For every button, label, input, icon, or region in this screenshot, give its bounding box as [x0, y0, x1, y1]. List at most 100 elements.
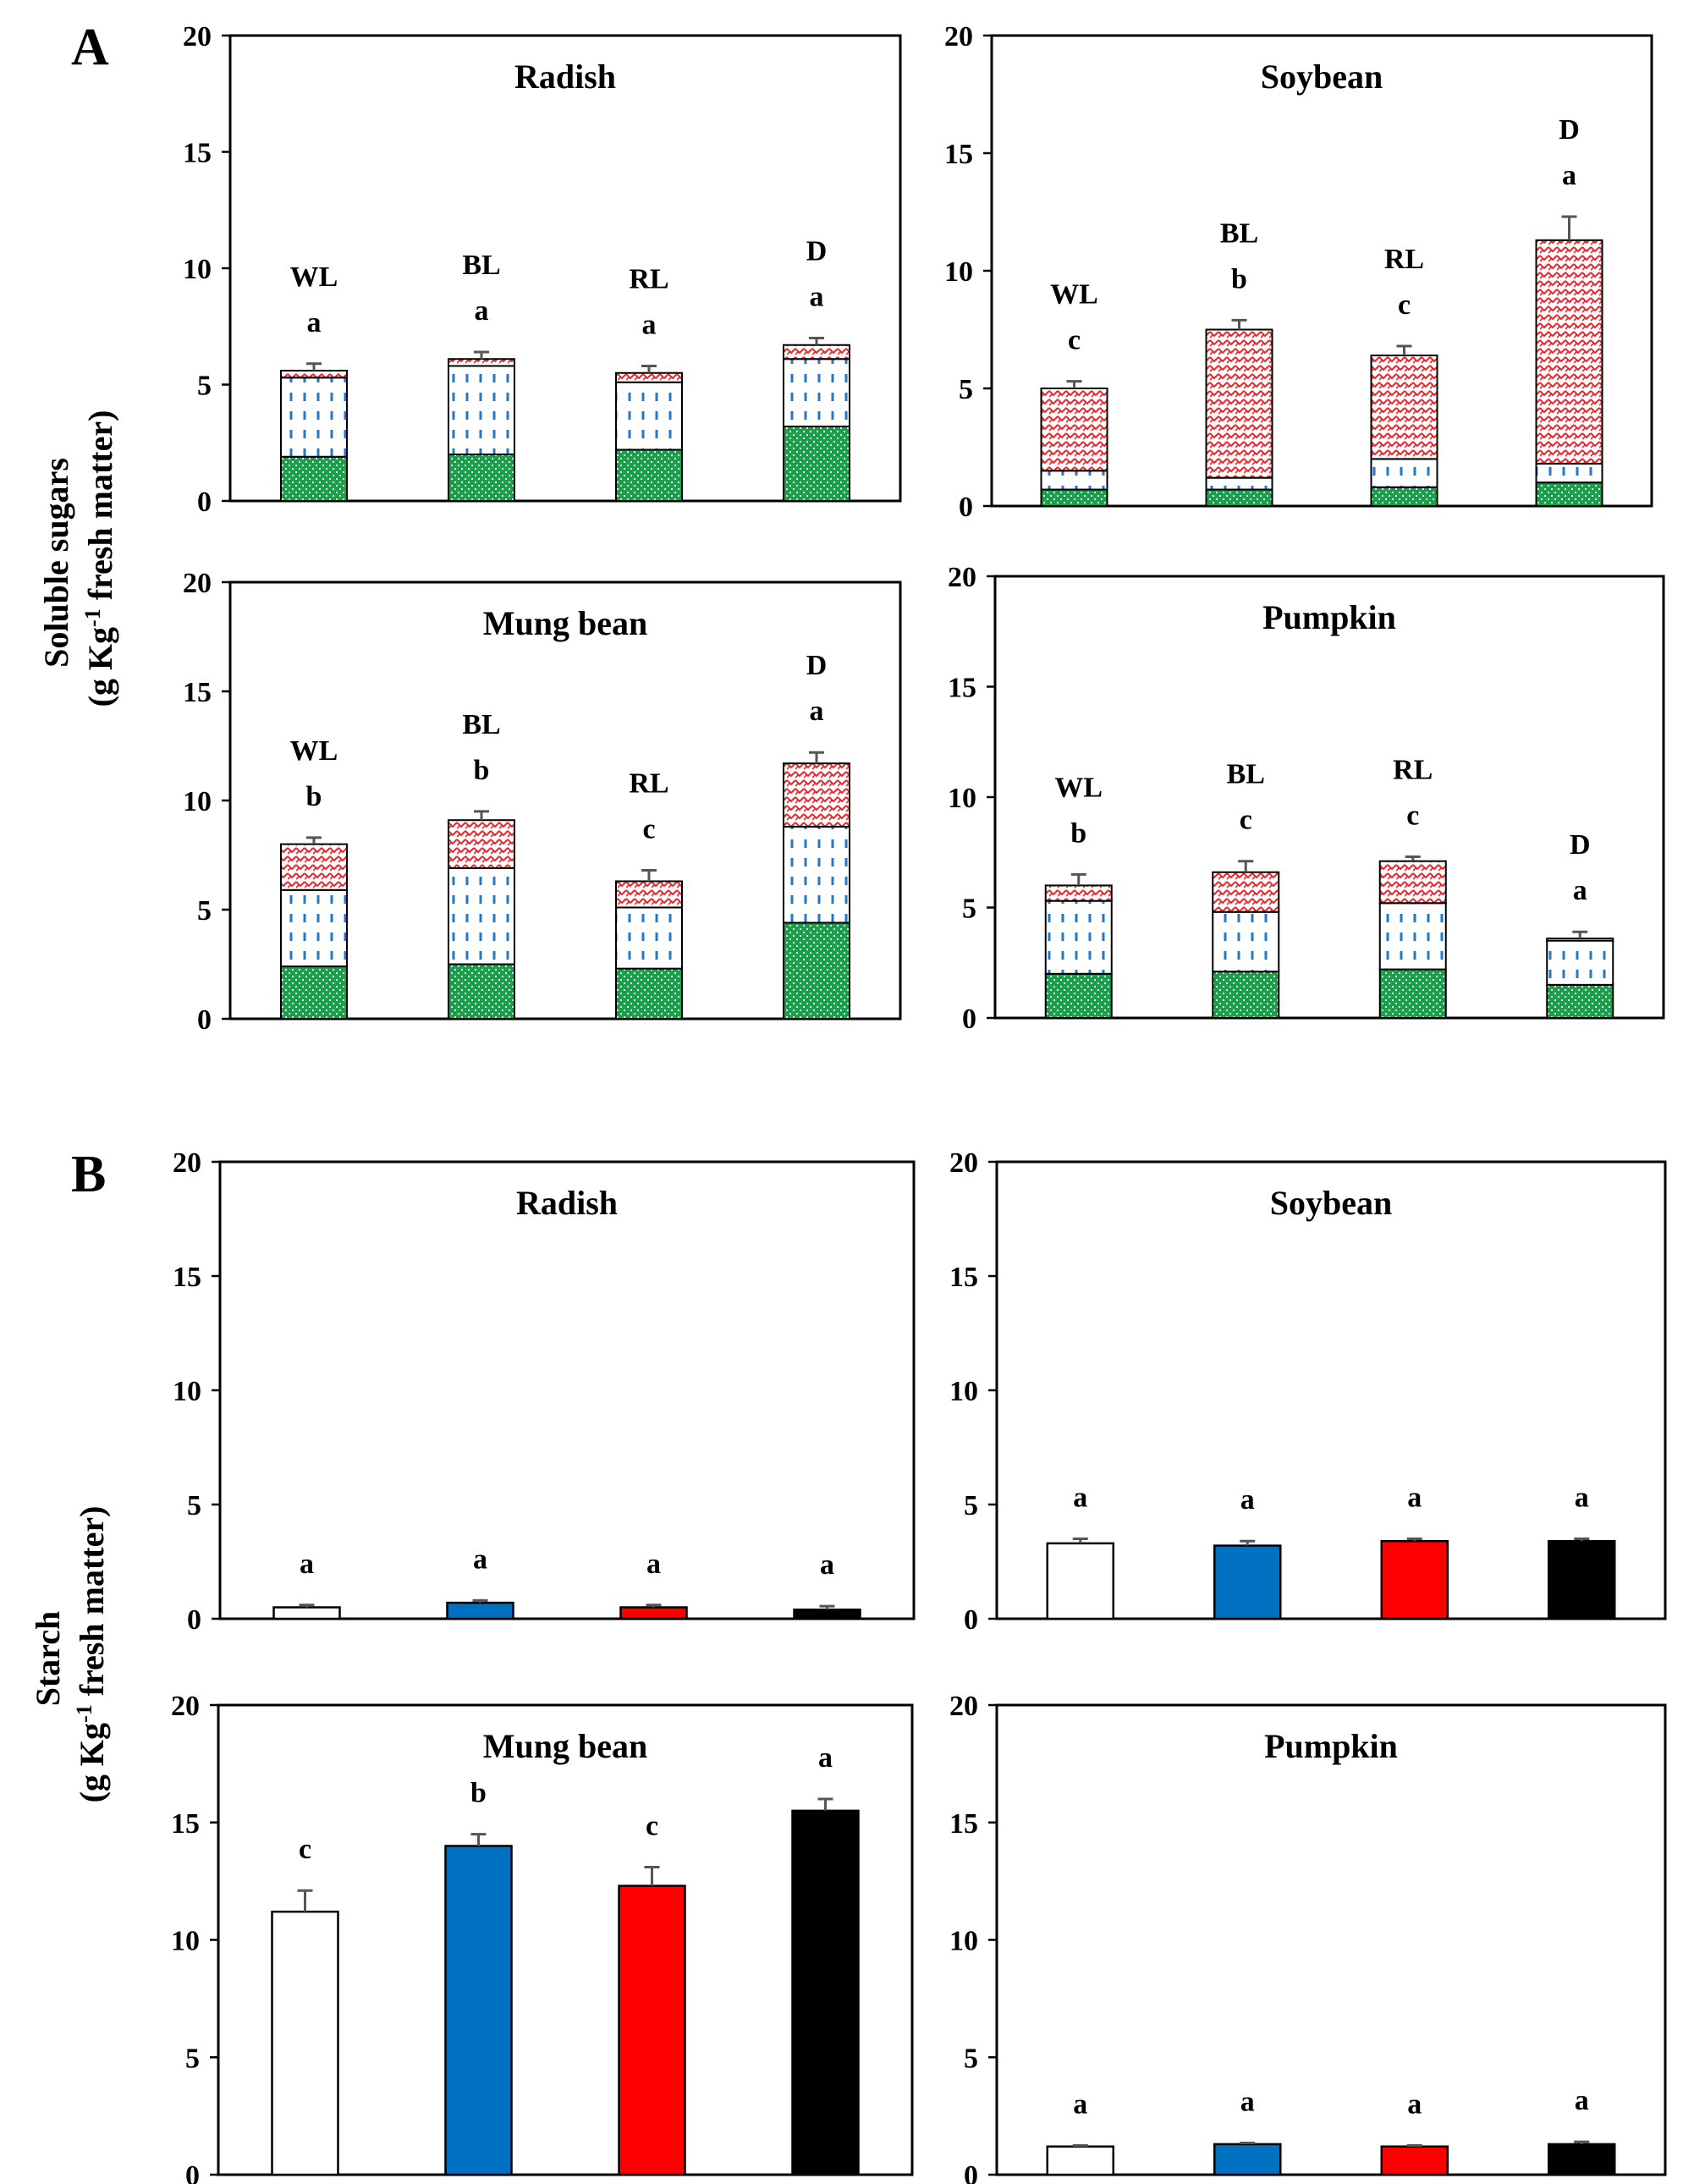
- b-radish-bar-d: [793, 1608, 861, 1620]
- b-soybean-bar-rl: [1380, 1539, 1449, 1620]
- y-axis-label-sugars-line1: Soluble sugars: [37, 458, 75, 668]
- a-soybean-letter-rl: c: [1398, 289, 1411, 321]
- a-radish-red-segment-rl: [615, 371, 683, 383]
- a-mungbean-ytick-label: 20: [183, 568, 212, 599]
- b-pumpkin-letter-wl: a: [1073, 2088, 1087, 2120]
- a-radish-red-segment-d: [783, 344, 850, 360]
- a-soybean-ytick-label: 5: [959, 374, 973, 405]
- b-soybean-ytick-label: 10: [949, 1376, 978, 1407]
- b-radish-ytick-label: 20: [173, 1147, 201, 1179]
- a-soybean-red-segment-rl: [1370, 355, 1438, 460]
- a-pumpkin-red-segment-bl: [1212, 871, 1280, 913]
- a-mungbean-red-segment-wl: [280, 843, 348, 891]
- a-mungbean-green-segment-bl: [448, 963, 515, 1020]
- b-mungbean-title: Mung bean: [483, 1727, 648, 1765]
- a-mungbean-blue-segment-bl: [448, 866, 515, 965]
- b-soybean-letter-wl: a: [1073, 1483, 1087, 1514]
- a-soybean-category-d: D: [1559, 114, 1580, 146]
- b-mungbean-bar-bl: [444, 1845, 513, 2176]
- b-radish-letter-d: a: [820, 1549, 834, 1581]
- a-soybean-ytick-label: 0: [959, 492, 973, 523]
- b-pumpkin-ytick-label: 10: [949, 1926, 978, 1957]
- a-pumpkin-green-segment-wl: [1044, 972, 1113, 1020]
- a-pumpkin-plot: 0 5 10 15 20 Pumpkin b WL c BL c RL aD: [948, 562, 1665, 1035]
- a-radish-blue-segment-rl: [615, 381, 683, 451]
- b-radish-ytick-label: 15: [173, 1262, 201, 1293]
- a-radish-green-segment-bl: [448, 454, 515, 502]
- b-pumpkin-bar-rl: [1380, 2145, 1449, 2176]
- b-pumpkin-letter-bl: a: [1240, 2087, 1255, 2118]
- panel-letter-a: A: [71, 19, 109, 76]
- b-mungbean-letter-wl: c: [299, 1834, 311, 1865]
- a-soybean-letter-bl: b: [1231, 263, 1247, 294]
- a-radish-letter-rl: a: [642, 310, 657, 341]
- y-axis-label-sugars-exp: -1: [80, 608, 105, 627]
- plots: 05101520RadishaWLaBLaRLaD05101520Soybean…: [171, 21, 1667, 2184]
- a-pumpkin-blue-segment-wl: [1044, 899, 1113, 975]
- b-soybean-plot: 0 5 10 15 20 Soybean a a a a: [949, 1147, 1667, 1636]
- y-axis-label-sugars-unit: (g Kg: [81, 627, 119, 707]
- a-mungbean-blue-segment-d: [783, 825, 850, 924]
- a-mungbean-title: Mung bean: [483, 604, 648, 642]
- a-radish-green-segment-wl: [280, 455, 348, 502]
- a-radish-category-rl: RL: [629, 264, 668, 295]
- b-pumpkin-bar-wl: [1046, 2145, 1114, 2176]
- a-soybean-green-segment-rl: [1370, 486, 1438, 508]
- a-radish-blue-segment-wl: [280, 377, 348, 458]
- a-pumpkin-ytick-label: 20: [948, 562, 976, 593]
- a-soybean-red-segment-wl: [1040, 388, 1108, 472]
- a-radish-letter-d: a: [810, 282, 824, 313]
- b-mungbean-ytick-label: 5: [185, 2043, 200, 2074]
- a-mungbean-green-segment-rl: [615, 967, 683, 1020]
- b-radish-bar-rl: [619, 1606, 688, 1620]
- b-soybean-bar-wl: [1046, 1542, 1114, 1620]
- b-radish-letter-wl: a: [300, 1549, 314, 1580]
- b-pumpkin-bar-d: [1548, 2143, 1616, 2176]
- a-pumpkin-letter-d: a: [1573, 875, 1587, 906]
- a-mungbean-green-segment-wl: [280, 965, 348, 1020]
- b-mungbean-letter-rl: c: [646, 1810, 658, 1841]
- b-mungbean-ytick-label: 15: [171, 1808, 200, 1840]
- a-soybean-red-segment-bl: [1205, 328, 1273, 479]
- y-axis-label-sugars: Soluble sugars (g Kg-1 fresh matter): [37, 410, 119, 707]
- b-mungbean-ytick-label: 0: [185, 2160, 200, 2184]
- a-pumpkin-red-segment-wl: [1044, 884, 1113, 902]
- b-soybean-bar-bl: [1213, 1544, 1282, 1620]
- panel-letter-b: B: [71, 1146, 106, 1203]
- a-pumpkin-category-bl: BL: [1227, 759, 1265, 790]
- y-axis-label-starch-unit: (g Kg: [73, 1723, 111, 1802]
- a-pumpkin-title: Pumpkin: [1262, 598, 1396, 636]
- a-pumpkin-red-segment-rl: [1378, 860, 1447, 905]
- a-mungbean-letter-bl: b: [474, 755, 490, 786]
- a-pumpkin-ytick-label: 10: [948, 783, 976, 814]
- a-soybean-ytick-label: 15: [944, 139, 973, 170]
- a-pumpkin-blue-segment-rl: [1378, 902, 1447, 971]
- a-mungbean-letter-wl: b: [306, 781, 322, 812]
- a-soybean-category-wl: WL: [1050, 279, 1098, 311]
- y-axis-label-starch: Starch (g Kg-1 fresh matter): [29, 1506, 111, 1803]
- a-radish-green-segment-rl: [615, 448, 683, 502]
- b-radish-ytick-label: 10: [173, 1376, 201, 1407]
- a-mungbean-ytick-label: 0: [197, 1004, 212, 1036]
- a-soybean-green-segment-d: [1535, 481, 1603, 508]
- a-mungbean-ytick-label: 5: [197, 895, 212, 927]
- b-mungbean-ytick-label: 10: [171, 1926, 200, 1957]
- b-mungbean-ytick-label: 20: [171, 1691, 200, 1722]
- a-mungbean-red-segment-bl: [448, 819, 515, 869]
- b-mungbean-letter-d: a: [818, 1742, 833, 1774]
- b-radish-plot: 0 5 10 15 20 Radish a a a a: [173, 1147, 916, 1636]
- a-mungbean-red-segment-d: [783, 762, 850, 828]
- b-pumpkin-letter-d: a: [1575, 2085, 1589, 2116]
- b-radish-bar-bl: [446, 1601, 514, 1620]
- a-soybean-category-rl: RL: [1384, 244, 1424, 275]
- a-pumpkin-letter-bl: c: [1240, 805, 1252, 836]
- b-pumpkin-ytick-label: 5: [964, 2043, 978, 2074]
- b-soybean-title: Soybean: [1270, 1184, 1393, 1222]
- a-pumpkin-blue-segment-bl: [1212, 910, 1280, 973]
- a-pumpkin-green-segment-rl: [1378, 968, 1447, 1019]
- a-radish-category-wl: WL: [290, 261, 338, 293]
- b-radish-ytick-label: 0: [187, 1604, 201, 1636]
- a-mungbean-category-bl: BL: [462, 709, 500, 740]
